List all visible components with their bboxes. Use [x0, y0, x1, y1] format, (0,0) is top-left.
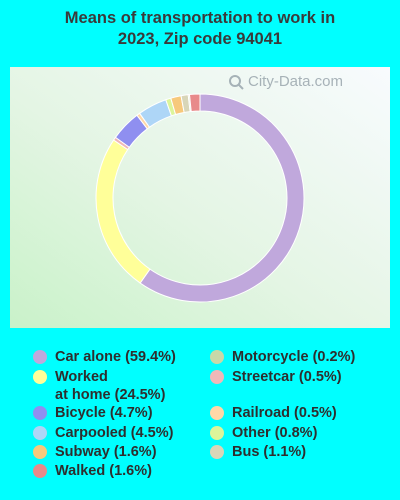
legend-item: Other (0.8%): [210, 424, 317, 442]
legend-label: Bus (1.1%): [232, 444, 307, 460]
chart-title-line-2: 2023, Zip code 94041: [117, 30, 283, 48]
legend-item: Car alone (59.4%): [33, 348, 176, 366]
legend-label: Worked at home (24.5%): [55, 369, 166, 403]
legend-item: Bicycle (4.7%): [33, 404, 153, 422]
legend-swatch: [33, 370, 47, 384]
legend-label: Car alone (59.4%): [55, 349, 176, 365]
chart-title: Means of transportation to work in 2023,…: [0, 8, 400, 50]
legend-label: Other (0.8%): [232, 425, 318, 441]
legend-item: Railroad (0.5%): [210, 404, 337, 422]
legend-label: Railroad (0.5%): [232, 405, 337, 421]
legend-swatch: [210, 445, 224, 459]
legend-label: Streetcar (0.5%): [232, 369, 342, 385]
legend-item: Motorcycle (0.2%): [210, 348, 355, 366]
legend-swatch: [33, 464, 47, 478]
donut-slice-car-alone: [139, 93, 305, 303]
legend-item: Carpooled (4.5%): [33, 424, 173, 442]
magnifier-icon: [229, 74, 244, 90]
legend-swatch: [210, 426, 224, 440]
legend-swatch: [33, 406, 47, 420]
legend-label: Motorcycle (0.2%): [232, 349, 356, 365]
legend-label: Subway (1.6%): [55, 444, 157, 460]
watermark: City-Data.com: [228, 73, 343, 90]
legend-item: Worked at home (24.5%): [33, 368, 165, 404]
legend-item: Subway (1.6%): [33, 443, 157, 461]
legend-swatch: [33, 350, 47, 364]
legend-label: Carpooled (4.5%): [55, 425, 174, 441]
legend-label: Bicycle (4.7%): [55, 405, 153, 421]
legend-item: Bus (1.1%): [210, 443, 306, 461]
legend-swatch: [210, 350, 224, 364]
legend-swatch: [33, 445, 47, 459]
legend-swatch: [210, 406, 224, 420]
legend-label: Walked (1.6%): [55, 463, 152, 479]
watermark-text: City-Data.com: [248, 73, 344, 90]
legend-swatch: [33, 426, 47, 440]
legend-swatch: [210, 370, 224, 384]
donut-slice-worked-at-home: [95, 139, 151, 284]
legend-item: Walked (1.6%): [33, 462, 152, 480]
donut-slice-walked: [188, 93, 201, 112]
chart-title-line-1: Means of transportation to work in: [64, 9, 336, 27]
legend-item: Streetcar (0.5%): [210, 368, 342, 386]
